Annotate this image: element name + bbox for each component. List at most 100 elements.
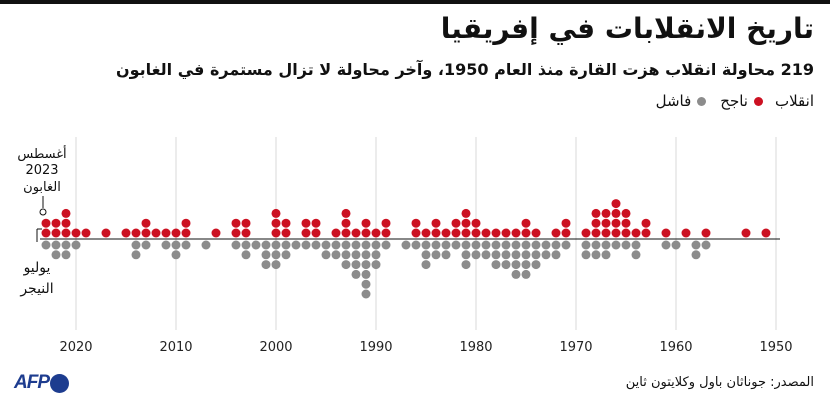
annotation-niger-line: النيجر (19, 281, 53, 297)
dot-successful-1979 (481, 228, 491, 238)
dot-failed-1981 (461, 260, 471, 270)
dot-failed-1975 (521, 260, 531, 270)
dot-failed-1992 (351, 269, 361, 279)
dot-failed-2014 (131, 240, 141, 250)
dot-failed-1978 (491, 250, 501, 260)
dot-failed-1974 (531, 250, 541, 260)
dot-successful-1981 (461, 218, 471, 228)
dot-failed-1972 (551, 250, 561, 260)
dot-failed-1991 (361, 289, 371, 299)
dot-successful-2011 (161, 228, 171, 238)
dot-failed-1968 (591, 250, 601, 260)
dot-failed-2022 (51, 250, 61, 260)
dot-successful-2021 (61, 218, 71, 228)
dot-successful-1951 (761, 228, 771, 238)
dot-successful-1965 (621, 228, 631, 238)
dot-failed-2013 (141, 240, 151, 250)
dot-failed-1966 (611, 240, 621, 250)
dot-successful-1963 (641, 218, 651, 228)
dot-failed-2022 (51, 240, 61, 250)
dot-failed-1985 (421, 260, 431, 270)
dot-successful-1964 (631, 228, 641, 238)
annotation-gabon-line: الغابون (23, 180, 61, 195)
dot-failed-2021 (61, 250, 71, 260)
dot-successful-1971 (561, 218, 571, 228)
dot-successful-1977 (501, 228, 511, 238)
dot-failed-1977 (501, 240, 511, 250)
dot-successful-1996 (311, 228, 321, 238)
dot-failed-2002 (251, 240, 261, 250)
dot-successful-2023 (41, 228, 51, 238)
dot-successful-1993 (341, 218, 351, 228)
dot-successful-1968 (591, 208, 601, 218)
dot-failed-1992 (351, 250, 361, 260)
dot-successful-1989 (381, 228, 391, 238)
dot-failed-1980 (471, 250, 481, 260)
dot-successful-2019 (81, 228, 91, 238)
x-tick-label: 2020 (59, 340, 92, 355)
dot-failed-1964 (631, 250, 641, 260)
dot-successful-1966 (611, 228, 621, 238)
dot-successful-2012 (151, 228, 161, 238)
dot-successful-1992 (351, 228, 361, 238)
dot-failed-1990 (371, 250, 381, 260)
dot-successful-1981 (461, 208, 471, 218)
dot-failed-1999 (281, 240, 291, 250)
x-tick-label: 1960 (659, 340, 692, 355)
dot-failed-1981 (461, 250, 471, 260)
dot-successful-2003 (241, 218, 251, 228)
dot-failed-1993 (341, 240, 351, 250)
dot-successful-2015 (121, 228, 131, 238)
dot-successful-1976 (511, 228, 521, 238)
dot-successful-2013 (141, 218, 151, 228)
dot-successful-1967 (601, 228, 611, 238)
dot-failed-1993 (341, 260, 351, 270)
dot-successful-2004 (231, 228, 241, 238)
dot-successful-1968 (591, 218, 601, 228)
dot-failed-1986 (411, 240, 421, 250)
dot-successful-1971 (561, 228, 571, 238)
legend-item-successful: ناجح (720, 92, 763, 110)
legend: انقلاب ناجح فاشل (642, 90, 814, 112)
dot-failed-1985 (421, 250, 431, 260)
dot-successful-1972 (551, 228, 561, 238)
dot-failed-1994 (331, 250, 341, 260)
dot-successful-1966 (611, 199, 621, 209)
dot-successful-2000 (271, 228, 281, 238)
dot-successful-1966 (611, 218, 621, 228)
dot-failed-1991 (361, 279, 371, 289)
x-tick-label: 1970 (559, 340, 592, 355)
dot-successful-1984 (431, 218, 441, 228)
dot-failed-1967 (601, 250, 611, 260)
legend-title: انقلاب (774, 92, 814, 110)
dot-successful-1957 (701, 228, 711, 238)
dot-failed-1976 (511, 269, 521, 279)
dot-failed-1990 (371, 240, 381, 250)
dot-failed-1976 (511, 240, 521, 250)
dot-failed-2001 (261, 250, 271, 260)
dot-failed-1982 (451, 240, 461, 250)
x-tick-label: 2000 (259, 340, 292, 355)
dot-failed-1978 (491, 260, 501, 270)
dot-failed-2010 (171, 240, 181, 250)
dot-failed-1992 (351, 240, 361, 250)
dot-failed-2009 (181, 240, 191, 250)
dot-failed-1968 (591, 240, 601, 250)
dot-failed-1973 (541, 250, 551, 260)
dot-failed-1994 (331, 240, 341, 250)
dot-successful-1968 (591, 228, 601, 238)
dot-successful-1966 (611, 208, 621, 218)
dot-failed-1975 (521, 269, 531, 279)
dot-failed-2001 (261, 240, 271, 250)
dot-successful-1953 (741, 228, 751, 238)
dot-failed-1958 (691, 250, 701, 260)
legend-swatch-successful (753, 96, 763, 106)
chart-subtitle: 219 محاولة انقلاب هزت القارة منذ العام 1… (115, 60, 814, 79)
dot-failed-1996 (311, 240, 321, 250)
dot-failed-1981 (461, 240, 471, 250)
dot-failed-2004 (231, 240, 241, 250)
dot-failed-1979 (481, 240, 491, 250)
dot-failed-1998 (291, 240, 301, 250)
dot-successful-1982 (451, 228, 461, 238)
dot-failed-1983 (441, 250, 451, 260)
